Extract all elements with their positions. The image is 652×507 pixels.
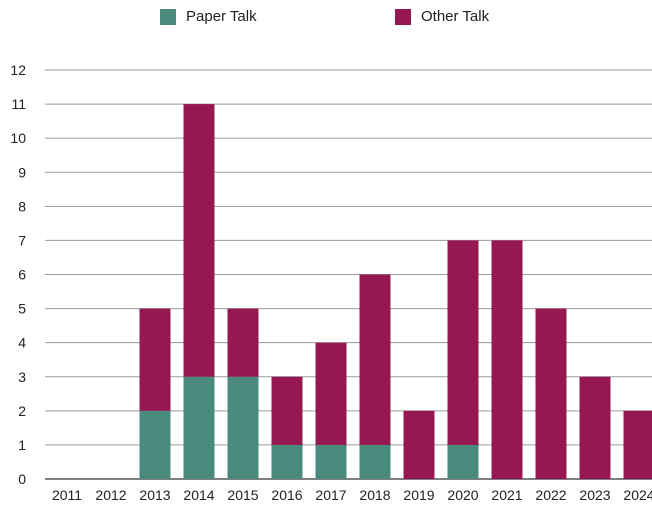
y-tick-label: 9 [18, 164, 26, 180]
legend-swatch-other-talk [395, 8, 411, 25]
bar-other-talk [447, 240, 479, 445]
x-tick-label: 2018 [359, 487, 390, 503]
x-tick-label: 2022 [535, 487, 566, 503]
x-tick-label: 2012 [95, 487, 126, 503]
y-tick-label: 4 [18, 335, 26, 351]
y-tick-label: 6 [18, 267, 26, 283]
legend-label-paper-talk: Paper Talk [186, 8, 257, 25]
bar-paper-talk [447, 444, 479, 479]
y-tick-label: 1 [18, 437, 26, 453]
bar-paper-talk [183, 376, 215, 479]
y-tick-label: 8 [18, 198, 26, 214]
x-tick-label: 2013 [139, 487, 170, 503]
legend-swatch-paper-talk [160, 8, 176, 25]
y-tick-label: 11 [11, 96, 26, 112]
x-tick-label: 2014 [183, 487, 214, 503]
x-tick-label: 2023 [579, 487, 610, 503]
bar-other-talk [139, 308, 171, 411]
legend: Paper Talk Other Talk [0, 8, 652, 30]
bar-other-talk [359, 274, 391, 445]
bar-other-talk [535, 308, 567, 479]
legend-item-other-talk: Other Talk [395, 8, 489, 25]
bar-other-talk [271, 376, 303, 445]
bar-other-talk [315, 342, 347, 445]
bar-other-talk [403, 410, 435, 479]
x-tick-label: 2016 [271, 487, 302, 503]
legend-item-paper-talk: Paper Talk [160, 8, 257, 25]
bar-other-talk [183, 104, 215, 377]
y-tick-label: 0 [18, 471, 26, 487]
bar-other-talk [623, 410, 652, 479]
x-tick-label: 2020 [447, 487, 478, 503]
x-tick-label: 2017 [315, 487, 346, 503]
x-tick-label: 2024 [623, 487, 652, 503]
bar-paper-talk [271, 444, 303, 479]
y-tick-label: 3 [18, 369, 26, 385]
y-tick-label: 12 [10, 62, 26, 78]
bar-other-talk [579, 376, 611, 479]
bar-paper-talk [315, 444, 347, 479]
y-tick-label: 10 [10, 130, 26, 146]
x-tick-label: 2011 [52, 487, 82, 503]
y-tick-label: 7 [18, 232, 26, 248]
bar-paper-talk [227, 376, 259, 479]
x-tick-label: 2015 [227, 487, 258, 503]
bar-other-talk [491, 240, 523, 479]
x-tick-label: 2021 [491, 487, 522, 503]
y-tick-label: 2 [18, 403, 26, 419]
bar-other-talk [227, 308, 259, 377]
x-tick-label: 2019 [403, 487, 434, 503]
y-tick-label: 5 [18, 301, 26, 317]
bar-paper-talk [359, 444, 391, 479]
bar-paper-talk [139, 410, 171, 479]
legend-label-other-talk: Other Talk [421, 8, 490, 25]
